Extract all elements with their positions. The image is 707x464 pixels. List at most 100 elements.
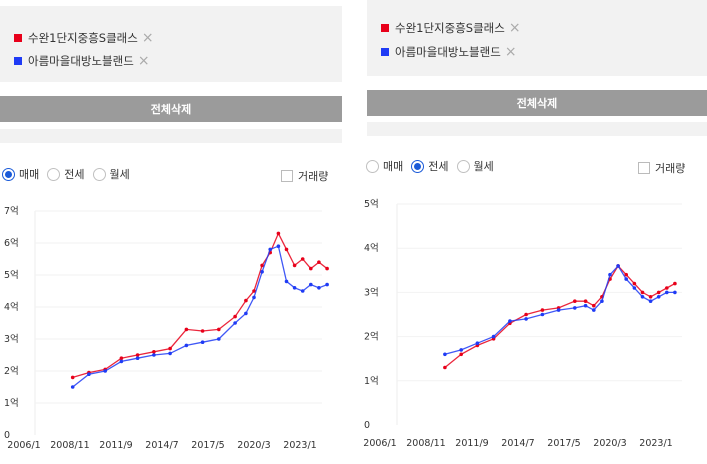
data-point [540,308,545,312]
radio-button[interactable] [47,167,61,181]
volume-checkbox[interactable]: 거래량 [638,160,685,176]
data-point [317,286,321,290]
y-tick-label: 6억 [4,237,19,249]
y-tick-label: 2억 [364,331,379,343]
complex-tag-label: 수완1단지중흥S클래스 [395,21,505,35]
x-tick-label: 2011/9 [99,440,132,451]
data-point [260,263,264,268]
x-tick-label: 2006/1 [7,440,40,451]
y-tick-label: 1억 [4,397,19,409]
data-point [673,281,677,286]
y-tick-label: 4억 [4,301,19,313]
radio-button[interactable] [92,167,106,181]
delete-all-button[interactable]: 전체삭제 [0,96,342,122]
y-tick-label: 2억 [4,365,19,377]
y-tick-label: 5억 [364,198,379,210]
deal-type-sale[interactable]: 매매 [366,158,403,174]
deal-type-monthly[interactable]: 월세 [456,158,494,174]
data-point [292,263,297,268]
data-point [524,317,528,321]
data-point [632,281,637,286]
selected-complex-list: 수완1단지중흥S클래스 × 아름마을대방노블랜드 × [367,0,707,76]
x-tick-label: 2020/3 [593,438,626,449]
data-point [152,350,156,354]
data-point [200,329,205,333]
remove-tag-icon[interactable]: × [504,44,517,60]
data-point [152,353,156,357]
remove-tag-icon[interactable]: × [137,53,150,69]
radio-button[interactable] [456,159,470,173]
series-line [72,231,328,379]
data-point [443,352,447,357]
complex-tag: 아름마을대방노블랜드 × [14,53,150,69]
data-point [276,244,281,248]
data-point [200,340,205,344]
y-tick-label: 3억 [4,333,19,345]
series-line [444,264,676,369]
volume-checkbox[interactable]: 거래량 [281,168,328,184]
x-tick-label: 2008/11 [406,438,445,449]
series-color-swatch [381,24,389,32]
data-point [540,312,545,317]
data-point [673,290,677,295]
data-point [616,264,620,268]
data-point [135,353,140,357]
x-tick-label: 2014/7 [501,438,534,449]
radio-label: 전세 [64,168,85,181]
data-point [252,295,256,300]
checkbox-box[interactable] [281,170,293,182]
checkbox-box[interactable] [638,162,650,174]
volume-label: 거래량 [655,162,686,175]
data-point [217,337,221,341]
radio-button[interactable] [366,159,379,173]
data-point [608,272,612,277]
data-point [624,272,628,277]
data-point [573,306,577,310]
remove-tag-icon[interactable]: × [141,30,154,46]
data-point [656,290,661,295]
y-tick-label: 1억 [364,375,379,387]
radio-label: 매매 [19,168,40,181]
radio-label: 월세 [473,160,494,173]
x-tick-label: 2014/7 [145,440,178,451]
data-point [648,295,653,299]
radio-label: 월세 [109,168,130,181]
complex-tag-label: 아름마을대방노블랜드 [395,45,501,59]
radio-button[interactable] [411,159,425,173]
deal-type-jeonse[interactable]: 전세 [411,158,449,174]
radio-label: 전세 [428,160,449,173]
data-point [119,356,124,360]
data-point [119,359,124,364]
deal-type-sale[interactable]: 매매 [2,166,39,182]
data-point [168,346,172,351]
data-point [665,290,669,295]
remove-tag-icon[interactable]: × [508,20,521,36]
series-color-swatch [14,34,22,42]
data-point [233,314,237,319]
data-point [640,290,645,295]
data-point [252,289,256,293]
data-point [268,247,273,252]
data-point [244,298,248,303]
data-point [600,299,604,303]
complex-tag: 수완1단지중흥S클래스 × [14,30,154,46]
x-tick-label: 2011/9 [455,438,488,449]
radio-button[interactable] [2,167,15,181]
price-chart: 0 1억 2억 3억 4억 5억 6억 7억 2006/1 2008/11 2011/9 2014/7… [4,205,329,451]
data-point [260,270,264,274]
data-point [300,257,305,261]
x-tick-label: 2023/1 [283,440,316,451]
data-point [592,303,596,308]
data-point [70,375,75,380]
volume-label: 거래량 [298,170,329,183]
deal-type-jeonse[interactable]: 전세 [47,166,85,182]
data-point [276,231,281,236]
data-point [317,260,321,264]
data-point [292,286,297,290]
divider [367,122,707,136]
deal-type-monthly[interactable]: 월세 [92,166,130,182]
data-point [459,348,463,352]
data-point [524,312,528,317]
delete-all-button[interactable]: 전체삭제 [367,90,707,116]
data-point [284,247,289,252]
